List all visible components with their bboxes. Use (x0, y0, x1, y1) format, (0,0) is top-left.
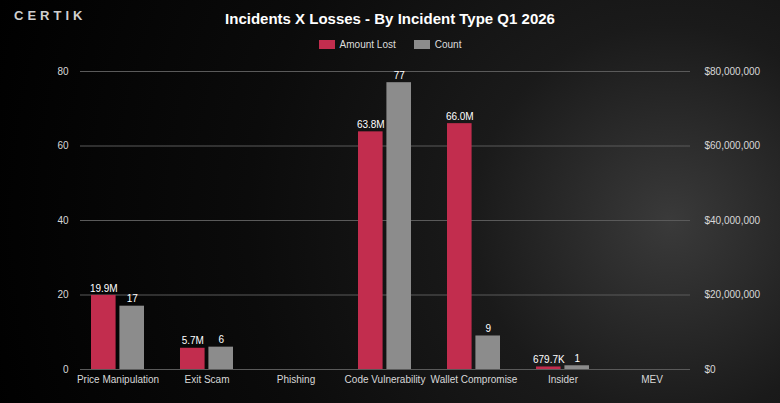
svg-text:$60,000,000: $60,000,000 (705, 140, 761, 151)
svg-text:MEV: MEV (641, 374, 663, 385)
svg-text:$0: $0 (705, 364, 717, 375)
html-text:Incidents X Losses - By Incide: Incidents X Losses - By Incident Type Q1… (225, 10, 555, 27)
svg-text:80: 80 (57, 66, 69, 77)
svg-text:$20,000,000: $20,000,000 (705, 289, 761, 300)
svg-text:77: 77 (394, 70, 406, 81)
svg-text:63.8M: 63.8M (357, 119, 385, 130)
svg-text:679.7K: 679.7K (533, 354, 565, 365)
svg-text:Exit Scam: Exit Scam (184, 374, 229, 385)
svg-text:19.9M: 19.9M (90, 283, 118, 294)
svg-text:Price Manipulation: Price Manipulation (77, 374, 159, 385)
svg-text:40: 40 (57, 215, 69, 226)
html-text:CERTIK: CERTIK (14, 8, 87, 23)
svg-text:$80,000,000: $80,000,000 (705, 66, 761, 77)
html-text:Amount Lost: Amount Lost (339, 39, 396, 50)
svg-text:1: 1 (574, 353, 580, 364)
svg-text:$40,000,000: $40,000,000 (705, 215, 761, 226)
svg-text:20: 20 (57, 289, 69, 300)
svg-text:Code Vulnerability: Code Vulnerability (345, 374, 426, 385)
svg-text:Wallet Compromise: Wallet Compromise (431, 374, 518, 385)
svg-text:Phishing: Phishing (277, 374, 315, 385)
svg-text:5.7M: 5.7M (182, 335, 204, 346)
svg-text:60: 60 (57, 140, 69, 151)
svg-text:17: 17 (127, 293, 139, 304)
svg-text:0: 0 (63, 364, 69, 375)
svg-text:Insider: Insider (548, 374, 579, 385)
html-text:Count: Count (434, 39, 462, 50)
svg-text:9: 9 (485, 323, 491, 334)
svg-text:66.0M: 66.0M (446, 111, 474, 122)
svg-text:6: 6 (218, 334, 224, 345)
